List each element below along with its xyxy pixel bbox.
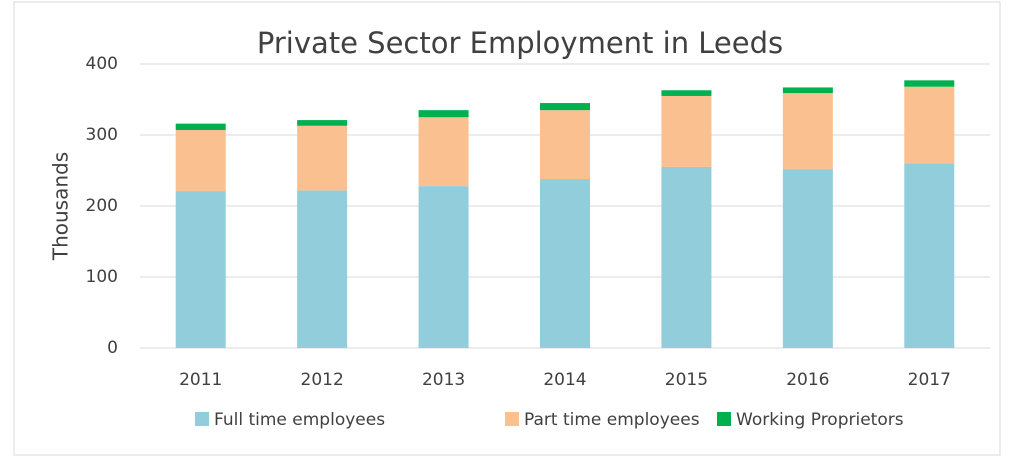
x-tick-label: 2017 xyxy=(908,370,951,390)
bar-segment xyxy=(904,163,955,348)
bar-segment xyxy=(661,90,712,96)
bar-segment xyxy=(297,190,348,348)
bar-segment xyxy=(540,110,590,180)
legend-swatch xyxy=(717,412,731,426)
chart-title: Private Sector Employment in Leeds xyxy=(257,26,783,60)
y-axis-label: Thousands xyxy=(49,152,73,261)
bar-segment xyxy=(418,110,469,118)
y-tick-label: 0 xyxy=(107,338,118,358)
y-tick-label: 300 xyxy=(86,125,118,145)
x-tick-label: 2015 xyxy=(665,370,708,390)
bar-segment xyxy=(782,93,833,170)
bar-segment xyxy=(782,87,833,94)
legend-swatch xyxy=(195,412,209,426)
bar-segment xyxy=(175,130,226,192)
legend-label: Working Proprietors xyxy=(736,410,904,430)
bar-segment xyxy=(540,179,590,348)
bar-segment xyxy=(418,186,469,348)
bar-segment xyxy=(297,120,348,126)
bar-segment xyxy=(297,125,348,191)
x-tick-label: 2011 xyxy=(179,370,222,390)
x-tick-label: 2012 xyxy=(301,370,344,390)
chart-border xyxy=(13,1,1001,456)
x-tick-label: 2013 xyxy=(422,370,465,390)
bar-segment xyxy=(661,95,712,167)
bar-segment xyxy=(540,103,590,111)
bar-segment xyxy=(782,169,833,348)
x-tick-label: 2014 xyxy=(543,370,586,390)
bar-segment xyxy=(175,191,226,348)
bar-segment xyxy=(904,86,955,164)
legend-label: Full time employees xyxy=(214,410,385,430)
y-tick-label: 400 xyxy=(86,54,118,74)
y-tick-label: 200 xyxy=(86,196,118,216)
y-tick-label: 100 xyxy=(86,267,118,287)
bar-segment xyxy=(418,117,469,187)
bar-segment xyxy=(175,123,226,131)
bar-segment xyxy=(661,166,712,348)
bar-segment xyxy=(904,80,955,87)
legend-label: Part time employees xyxy=(524,410,700,430)
legend-swatch xyxy=(505,412,519,426)
x-tick-label: 2016 xyxy=(786,370,829,390)
